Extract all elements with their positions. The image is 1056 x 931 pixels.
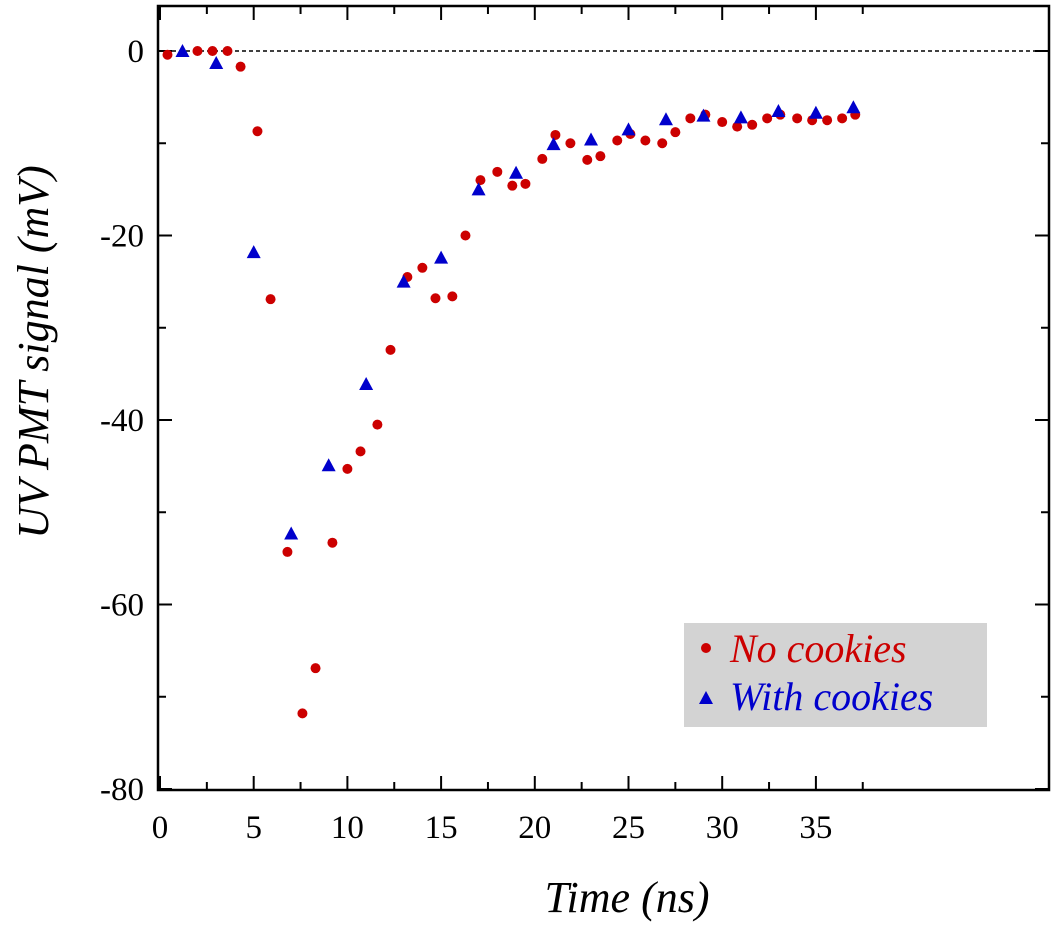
point-no-cookies	[327, 537, 338, 548]
point-no-cookies	[372, 419, 383, 430]
point-no-cookies	[342, 463, 353, 474]
y-axis-title: UV PMT signal (mV)	[9, 165, 58, 539]
point-no-cookies	[685, 113, 696, 124]
point-no-cookies	[265, 294, 276, 305]
point-with-cookies	[284, 526, 299, 540]
point-no-cookies	[192, 46, 203, 56]
data-points	[162, 44, 861, 719]
point-with-cookies	[771, 103, 786, 117]
y-tick-label: -60	[100, 588, 144, 624]
point-no-cookies	[657, 138, 668, 149]
x-axis-title: Time (ns)	[545, 873, 710, 922]
point-no-cookies	[252, 126, 263, 137]
point-no-cookies	[492, 166, 503, 177]
point-with-cookies	[175, 44, 190, 57]
point-no-cookies	[747, 119, 758, 130]
point-no-cookies	[447, 291, 458, 302]
tick-labels: 0 5 10 15 20 25 30 35 0 -20 -40 -60 -80	[100, 34, 832, 846]
point-with-cookies	[509, 165, 524, 179]
point-with-cookies	[733, 110, 748, 124]
legend-label-no-cookies: No cookies	[729, 626, 907, 671]
point-no-cookies	[385, 344, 396, 355]
point-no-cookies	[822, 115, 833, 126]
point-with-cookies	[846, 100, 861, 114]
x-tick-label: 10	[331, 810, 364, 846]
y-tick-label: -40	[100, 403, 144, 439]
point-with-cookies	[321, 458, 336, 472]
point-no-cookies	[565, 138, 576, 149]
point-no-cookies	[717, 117, 728, 128]
point-no-cookies	[520, 178, 531, 189]
point-no-cookies	[582, 154, 593, 165]
legend-marker-with-cookies	[699, 691, 713, 704]
legend-label-with-cookies: With cookies	[730, 674, 933, 719]
x-tick-label: 15	[425, 810, 458, 846]
x-tick-label: 30	[706, 810, 739, 846]
point-no-cookies	[430, 293, 441, 304]
point-no-cookies	[310, 663, 321, 674]
point-with-cookies	[246, 245, 261, 259]
point-no-cookies	[222, 46, 233, 56]
point-no-cookies	[297, 708, 308, 719]
point-no-cookies	[460, 230, 471, 241]
point-with-cookies	[658, 112, 673, 126]
point-with-cookies	[696, 108, 711, 122]
point-no-cookies	[282, 546, 293, 557]
point-with-cookies	[359, 377, 374, 391]
legend-marker-no-cookies	[701, 643, 711, 653]
point-with-cookies	[584, 132, 599, 146]
point-with-cookies	[808, 105, 823, 119]
point-no-cookies	[595, 151, 606, 162]
point-no-cookies	[762, 113, 773, 124]
point-no-cookies	[355, 446, 366, 457]
point-no-cookies	[732, 121, 743, 132]
x-tick-label: 25	[612, 810, 645, 846]
point-with-cookies	[396, 274, 411, 288]
point-no-cookies	[537, 153, 548, 164]
axis-ticks	[158, 6, 1049, 790]
point-no-cookies	[670, 127, 681, 138]
point-no-cookies	[475, 175, 486, 186]
point-no-cookies	[235, 61, 246, 72]
point-no-cookies	[612, 135, 623, 146]
legend-box	[684, 623, 987, 727]
x-tick-label: 35	[799, 810, 832, 846]
point-with-cookies	[471, 182, 486, 196]
y-tick-label: -80	[100, 772, 144, 808]
point-no-cookies	[792, 113, 803, 124]
y-tick-label: -20	[100, 219, 144, 255]
point-with-cookies	[546, 137, 561, 151]
point-with-cookies	[209, 55, 224, 69]
point-no-cookies	[640, 135, 651, 146]
plot-frame	[156, 4, 1051, 792]
point-no-cookies	[550, 129, 561, 140]
point-no-cookies	[837, 113, 848, 124]
legend: No cookies With cookies	[684, 623, 987, 727]
point-no-cookies	[162, 49, 173, 60]
x-tick-label: 5	[245, 810, 262, 846]
y-tick-label: 0	[128, 34, 145, 70]
point-no-cookies	[417, 262, 428, 273]
x-tick-label: 20	[518, 810, 551, 846]
point-with-cookies	[621, 122, 636, 136]
point-no-cookies	[507, 180, 518, 191]
point-no-cookies	[207, 46, 218, 56]
x-tick-label: 0	[152, 810, 169, 846]
point-with-cookies	[434, 250, 449, 264]
